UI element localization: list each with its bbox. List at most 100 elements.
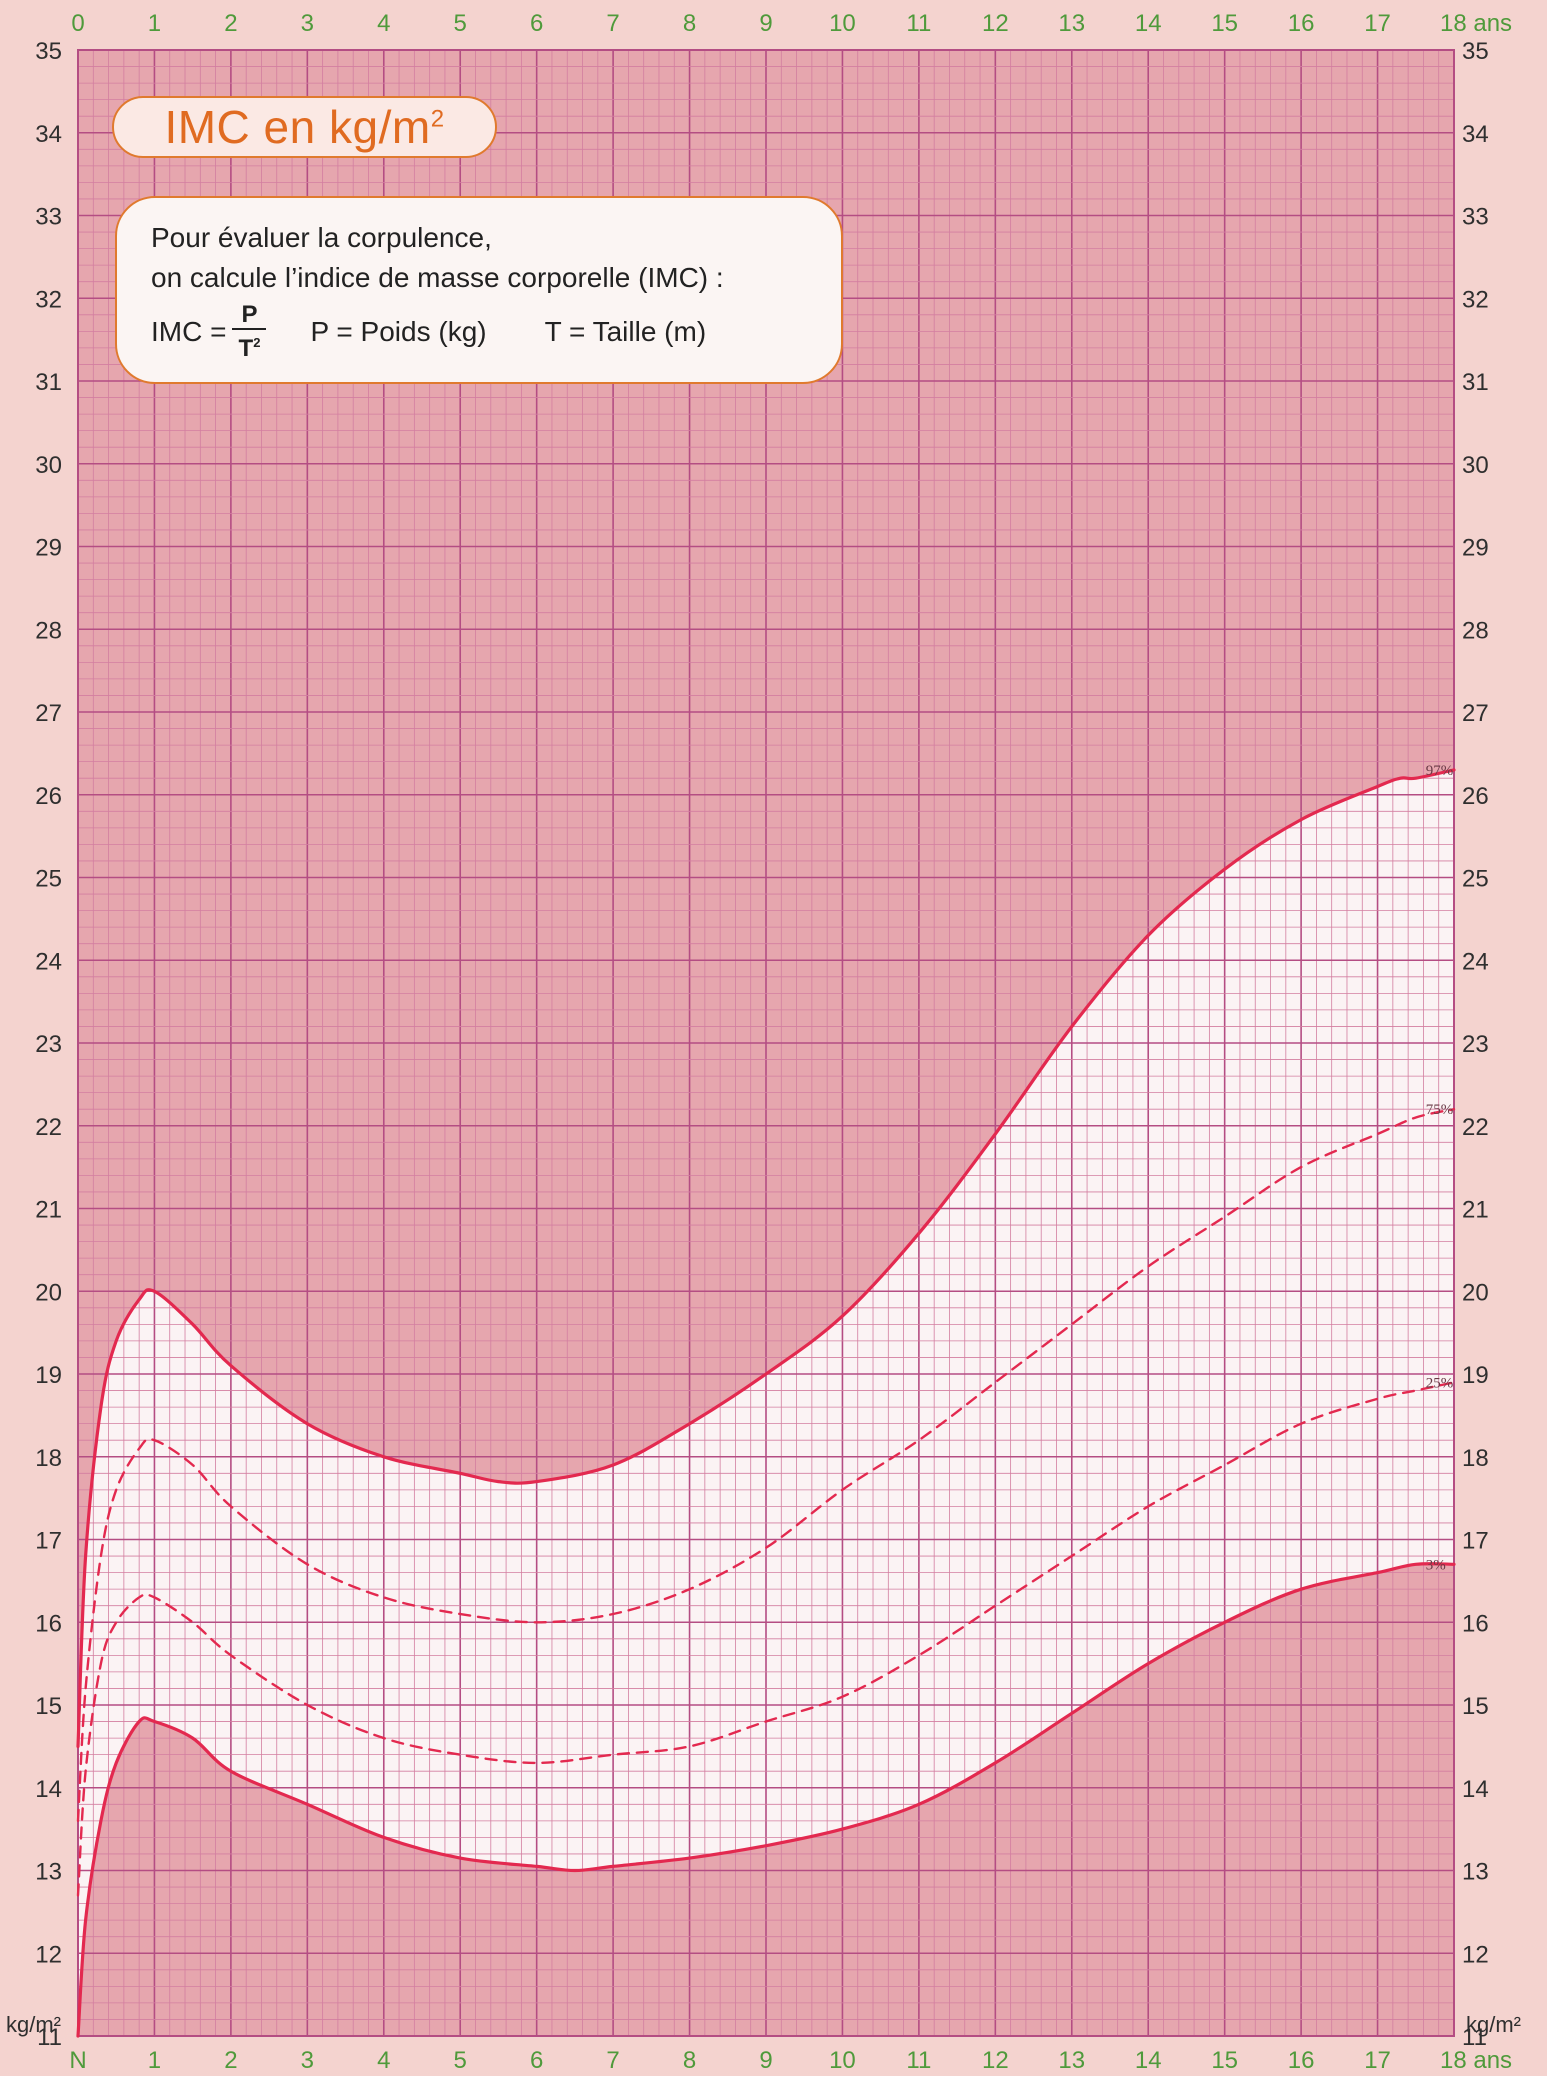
top-tick-label: 5	[454, 10, 467, 37]
left-tick-label: 24	[35, 948, 62, 975]
bottom-tick-label: 5	[454, 2047, 467, 2074]
top-tick-label: 8	[683, 10, 696, 37]
series-line-0	[76, 768, 1456, 1748]
left-tick-label: 35	[35, 38, 62, 65]
bottom-tick-label: 11	[906, 2047, 931, 2074]
chart-title: IMC en kg/m2	[164, 101, 445, 153]
y-unit-right: kg/m²	[1466, 2012, 1521, 2037]
left-tick-label: 27	[35, 700, 62, 727]
percentile-label-2: 25%	[1426, 1375, 1454, 1391]
top-tick-label: 12	[982, 10, 1009, 37]
top-tick-label: 1	[148, 10, 161, 37]
left-tick-label: 17	[35, 1528, 62, 1555]
right-tick-label: 28	[1462, 617, 1489, 644]
left-tick-label: 21	[35, 1197, 62, 1224]
right-tick-label: 18	[1462, 1445, 1489, 1472]
series-line-3	[76, 1562, 1456, 2038]
curves	[76, 768, 1456, 2038]
bottom-tick-label: 6	[530, 2047, 543, 2074]
top-tick-label: 16	[1288, 10, 1315, 37]
right-tick-label: 26	[1462, 783, 1489, 810]
top-tick-label: 15	[1211, 10, 1238, 37]
imc-fraction: P T2	[232, 301, 267, 362]
percentile-label-3: 3%	[1426, 1557, 1446, 1573]
percentile-label-0: 97%	[1426, 763, 1454, 779]
left-tick-label: 32	[35, 286, 62, 313]
bottom-tick-label: 9	[759, 2047, 772, 2074]
right-tick-label: 14	[1462, 1776, 1489, 1803]
right-tick-label: 24	[1462, 948, 1489, 975]
left-tick-label: 30	[35, 452, 62, 479]
series-line-2	[76, 1381, 1456, 1897]
top-tick-label: 9	[759, 10, 772, 37]
top-tick-label: 10	[829, 10, 856, 37]
bottom-tick-label: 7	[606, 2047, 619, 2074]
right-tick-label: 12	[1462, 1941, 1489, 1968]
top-tick-label: 2	[224, 10, 237, 37]
bottom-tick-label: 2	[224, 2047, 237, 2074]
left-tick-label: 19	[35, 1362, 62, 1389]
top-tick-label: 7	[606, 10, 619, 37]
left-tick-label: 16	[35, 1610, 62, 1637]
right-tick-label: 15	[1462, 1693, 1489, 1720]
bottom-tick-label: N	[69, 2047, 86, 2074]
top-tick-label: 0	[71, 10, 84, 37]
bottom-tick-label: 18 ans	[1440, 2047, 1512, 2074]
right-tick-label: 32	[1462, 286, 1489, 313]
top-tick-label: 14	[1135, 10, 1162, 37]
bottom-x-axis: N 1 2 3 4 5 6 7 8 9 10 11 12 13 14 15 16 17 18 ans	[69, 2047, 1512, 2074]
fraction-denominator: T2	[238, 335, 261, 362]
right-tick-label: 13	[1462, 1859, 1489, 1886]
left-tick-label: 31	[35, 369, 62, 396]
right-tick-label: 34	[1462, 121, 1489, 148]
right-tick-label: 33	[1462, 204, 1489, 231]
bottom-tick-label: 15	[1211, 2047, 1238, 2074]
right-tick-label: 27	[1462, 700, 1489, 727]
right-tick-label: 25	[1462, 866, 1489, 893]
info-line-2: on calcule l’indice de masse corporelle …	[151, 262, 724, 293]
top-tick-label: 3	[301, 10, 314, 37]
left-tick-label: 13	[35, 1859, 62, 1886]
left-tick-label: 11	[37, 2024, 62, 2051]
top-tick-label: 18 ans	[1440, 10, 1512, 37]
bottom-tick-label: 10	[829, 2047, 856, 2074]
poids-definition: P = Poids (kg)	[310, 316, 487, 347]
percentile-label-1: 75%	[1426, 1102, 1454, 1118]
top-tick-label: 6	[530, 10, 543, 37]
left-tick-label: 26	[35, 783, 62, 810]
left-tick-label: 25	[35, 866, 62, 893]
top-tick-label: 11	[906, 10, 931, 37]
right-tick-label: 31	[1462, 369, 1489, 396]
right-y-axis: 11 12 13 14 15 16 17 18 19 20 21 22 23 24 25 26 27 28 29 30…	[1462, 38, 1489, 2051]
left-tick-label: 12	[35, 1941, 62, 1968]
right-tick-label: 22	[1462, 1114, 1489, 1141]
right-tick-label: 35	[1462, 38, 1489, 65]
left-tick-label: 34	[35, 121, 62, 148]
formula-box: Pour évaluer la corpulence, on calcule l…	[115, 196, 843, 384]
left-tick-label: 22	[35, 1114, 62, 1141]
top-tick-label: 13	[1058, 10, 1085, 37]
right-tick-label: 16	[1462, 1610, 1489, 1637]
left-tick-label: 28	[35, 617, 62, 644]
fraction-numerator: P	[241, 301, 258, 328]
grid	[77, 49, 1455, 2037]
left-tick-label: 33	[35, 204, 62, 231]
right-tick-label: 29	[1462, 535, 1489, 562]
top-tick-label: 4	[377, 10, 390, 37]
taille-definition: T = Taille (m)	[544, 316, 707, 347]
bottom-tick-label: 4	[377, 2047, 390, 2074]
left-y-axis: 11 12 13 14 15 16 17 18 19 20 21 22 23 24 25 26 27 28 29 30…	[35, 38, 62, 2051]
right-tick-label: 19	[1462, 1362, 1489, 1389]
imc-label: IMC =	[151, 316, 227, 347]
series-line-1	[76, 1108, 1456, 1822]
right-tick-label: 17	[1462, 1528, 1489, 1555]
chart-title-box: IMC en kg/m2	[112, 96, 497, 158]
left-tick-label: 18	[35, 1445, 62, 1472]
bottom-tick-label: 12	[982, 2047, 1009, 2074]
right-tick-label: 23	[1462, 1031, 1489, 1058]
left-tick-label: 23	[35, 1031, 62, 1058]
bottom-tick-label: 8	[683, 2047, 696, 2074]
percentile-labels: 97% 75% 25% 3%	[1426, 763, 1454, 1573]
bottom-tick-label: 1	[148, 2047, 161, 2074]
right-tick-label: 11	[1462, 2024, 1487, 2051]
